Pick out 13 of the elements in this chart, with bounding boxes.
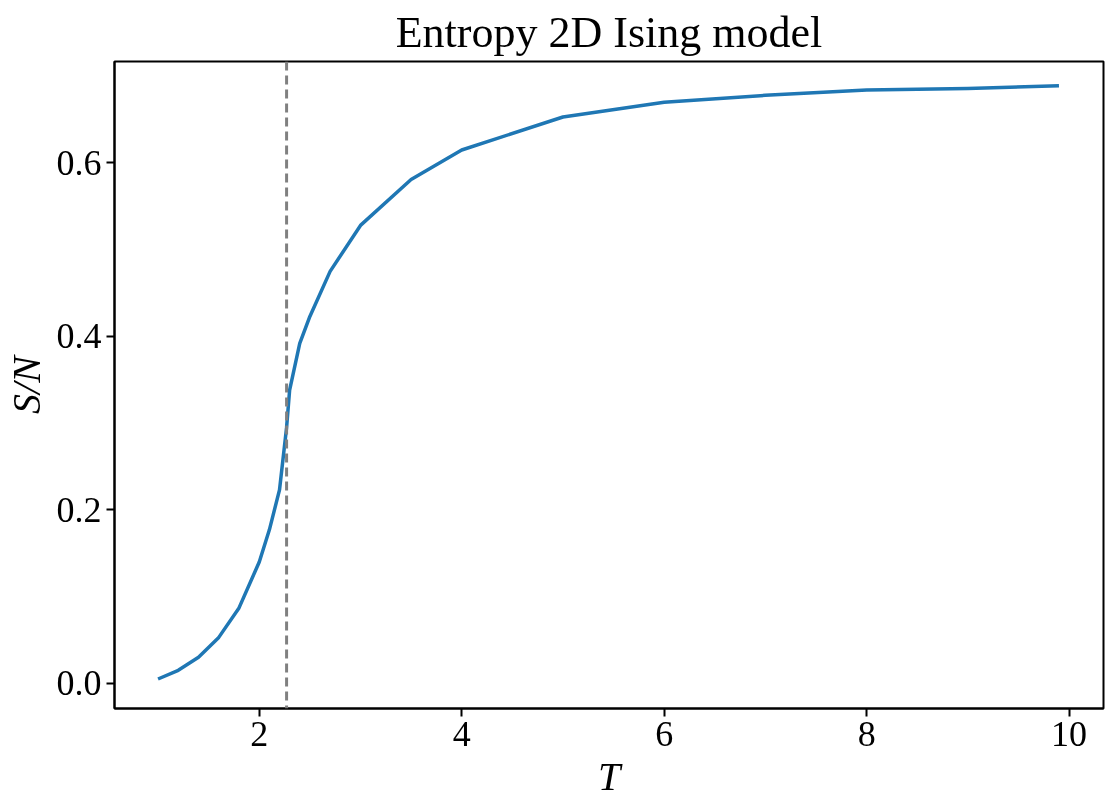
x-axis-title: T: [597, 753, 623, 799]
line-series: [156, 84, 1061, 681]
x-tick-label: 8: [857, 713, 876, 754]
x-tick-label: 10: [1051, 713, 1088, 754]
y-tick-label: 0.2: [56, 489, 102, 530]
x-tick-label: 6: [655, 713, 674, 754]
x-tick-label: 2: [250, 713, 269, 754]
y-axis-title: S/N: [3, 353, 49, 414]
x-tick-label: 4: [452, 713, 471, 754]
y-tick-label: 0.4: [56, 316, 102, 357]
y-tick-label: 0.6: [56, 142, 102, 183]
y-tick-label: 0.0: [56, 663, 102, 704]
chart-title: Entropy 2D Ising model: [395, 7, 823, 57]
